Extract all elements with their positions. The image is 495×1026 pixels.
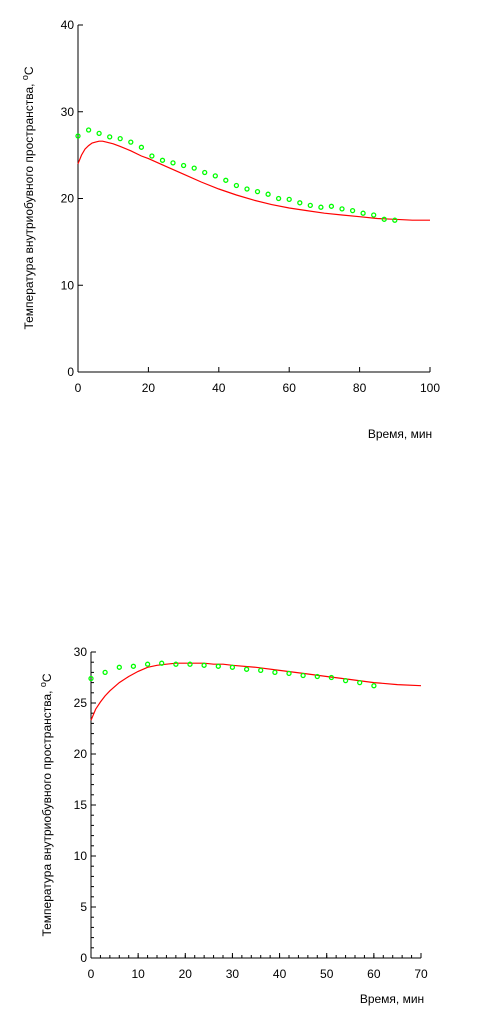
x-tick-label: 0: [75, 381, 82, 395]
observed-data-point: [371, 212, 377, 218]
y-tick-label: 0: [80, 951, 87, 965]
x-tick-label: 20: [142, 381, 156, 395]
y-tick-label: 5: [80, 900, 87, 914]
observed-data-point: [149, 153, 155, 159]
y-tick-label: 30: [74, 645, 88, 659]
x-tick-label: 70: [414, 967, 428, 981]
observed-data-point: [360, 210, 366, 216]
x-tick-label: 40: [212, 381, 226, 395]
observed-data-point: [307, 202, 313, 209]
observed-data-point: [85, 127, 92, 133]
y-tick-label: 30: [61, 105, 75, 119]
observed-data-point: [116, 664, 122, 670]
observed-data-point: [128, 139, 134, 145]
observed-data-point: [75, 133, 81, 139]
observed-data-point: [300, 672, 306, 679]
observed-data-point: [339, 206, 345, 212]
observed-data-point: [314, 673, 320, 680]
observed-data-point: [328, 203, 335, 209]
x-tick-label: 60: [367, 967, 381, 981]
observed-data-point: [159, 660, 165, 666]
observed-data-point: [107, 134, 113, 140]
x-axis-title: Время, мин: [360, 992, 424, 1006]
observed-data-point: [233, 182, 240, 189]
model-series-line: [90, 662, 422, 721]
observed-data-point: [286, 196, 292, 203]
observed-data-point: [96, 130, 102, 137]
observed-data-point: [286, 670, 292, 677]
observed-data-point: [170, 160, 176, 166]
y-tick-label: 10: [74, 849, 88, 863]
observed-data-point: [357, 679, 363, 686]
observed-data-point: [130, 663, 137, 669]
x-tick-label: 50: [320, 967, 334, 981]
observed-data-point: [102, 669, 108, 676]
observed-data-point: [223, 177, 229, 183]
observed-data-point: [229, 664, 236, 670]
y-tick-label: 25: [74, 696, 88, 710]
y-axis-title: Температура внутриобувного пространства,…: [38, 673, 54, 936]
observed-data-point: [342, 677, 349, 684]
y-tick-label: 20: [74, 747, 88, 761]
observed-data-point: [212, 173, 218, 179]
observed-data-point: [215, 663, 221, 669]
y-axis-title: Температура внутриобувного пространства,…: [20, 66, 36, 329]
observed-data-point: [371, 683, 377, 689]
observed-data-point: [381, 216, 387, 222]
observed-data-point: [243, 666, 250, 672]
observed-data-point: [180, 162, 187, 169]
y-tick-label: 20: [61, 192, 75, 206]
observed-data-point: [144, 661, 151, 667]
observed-data-point: [201, 662, 207, 668]
observed-data-point: [159, 157, 166, 163]
observed-data-point: [88, 675, 94, 682]
observed-data-point: [275, 195, 282, 202]
y-tick-label: 0: [67, 365, 74, 379]
x-tick-label: 30: [226, 967, 240, 981]
observed-data-point: [117, 135, 123, 142]
observed-data-point: [318, 204, 324, 210]
observed-data-point: [254, 188, 261, 195]
chart-top: 0 10 20 30 40 0 20 40 60 80 100 Время, мин Температу…: [20, 18, 440, 441]
observed-data-point: [392, 217, 398, 223]
observed-data-point: [258, 667, 264, 674]
observed-data-point: [138, 144, 145, 150]
observed-data-point: [173, 661, 179, 667]
observed-data-point: [297, 200, 303, 206]
x-tick-label: 40: [273, 967, 287, 981]
observed-data-point: [328, 674, 335, 681]
x-tick-label: 80: [353, 381, 367, 395]
observed-data-point: [244, 186, 250, 192]
x-axis-title: Время, мин: [368, 427, 432, 441]
observed-data-point: [187, 661, 193, 667]
observed-data-point: [349, 207, 356, 214]
x-tick-label: 0: [88, 967, 95, 981]
model-series-line: [77, 140, 430, 221]
x-tick-label: 20: [179, 967, 193, 981]
observed-data-point: [202, 169, 208, 176]
y-tick-label: 15: [74, 798, 88, 812]
x-tick-label: 60: [283, 381, 297, 395]
chart-bottom: 0 5 10 15 20 25 30 0 10 20 30 40 50 60 70 Время, мин Тем…: [38, 645, 428, 1006]
x-tick-label: 10: [131, 967, 145, 981]
observed-data-point: [191, 165, 197, 171]
y-tick-label: 40: [61, 18, 75, 32]
observed-data-point: [265, 191, 271, 197]
x-tick-label: 100: [420, 381, 440, 395]
observed-data-point: [272, 669, 278, 676]
y-tick-label: 10: [61, 278, 75, 292]
